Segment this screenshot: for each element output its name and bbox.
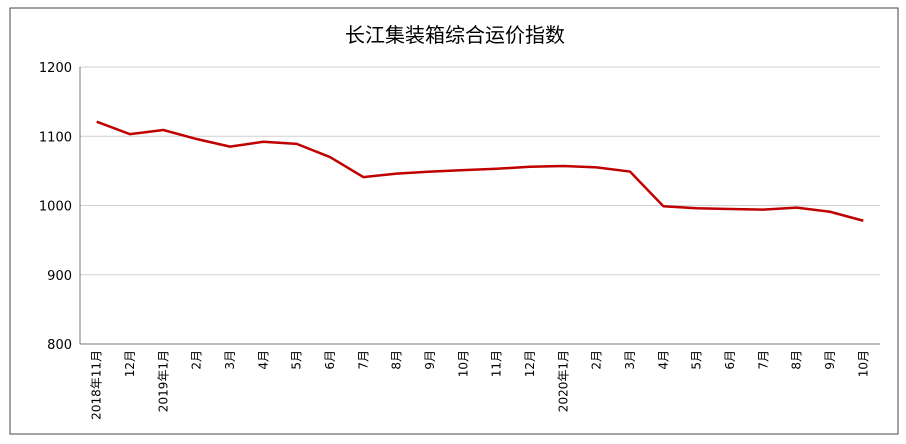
chart-frame — [9, 7, 899, 435]
x-tick-label: 2019年1月 — [156, 350, 170, 412]
x-tick-label: 7月 — [756, 350, 770, 370]
x-tick-label: 6月 — [323, 350, 337, 370]
y-tick-label: 1200 — [39, 61, 72, 76]
line — [96, 120, 864, 222]
x-tick-label: 5月 — [290, 350, 304, 370]
x-tick-label: 9月 — [823, 350, 837, 370]
x-tick-label: 2月 — [190, 350, 204, 370]
x-tick-label: 8月 — [390, 350, 404, 370]
x-tick-label: 7月 — [356, 350, 370, 370]
x-tick-label: 6月 — [723, 350, 737, 370]
x-tick-label: 12月 — [123, 350, 137, 377]
x-tick-label: 2018年11月 — [90, 350, 104, 420]
x-tick-label: 9月 — [423, 350, 437, 370]
x-tick-label: 4月 — [256, 350, 270, 370]
y-tick-label: 1000 — [39, 200, 72, 215]
x-tick-label: 3月 — [223, 350, 237, 370]
y-tick-label: 900 — [47, 269, 72, 284]
y-tick-label: 800 — [47, 338, 72, 353]
x-tick-label: 5月 — [690, 350, 704, 370]
y-tick-label: 1100 — [39, 130, 72, 145]
x-tick-label: 11月 — [490, 350, 504, 377]
x-tick-label: 10月 — [456, 350, 470, 377]
x-tick-label: 10月 — [856, 350, 870, 377]
x-tick-label: 2020年1月 — [556, 350, 570, 412]
x-tick-label: 4月 — [656, 350, 670, 370]
x-tick-label: 12月 — [523, 350, 537, 377]
x-tick-label: 8月 — [790, 350, 804, 370]
chart-title: 长江集装箱综合运价指数 — [345, 23, 565, 47]
x-tick-label: 2月 — [590, 350, 604, 370]
x-tick-label: 3月 — [623, 350, 637, 370]
